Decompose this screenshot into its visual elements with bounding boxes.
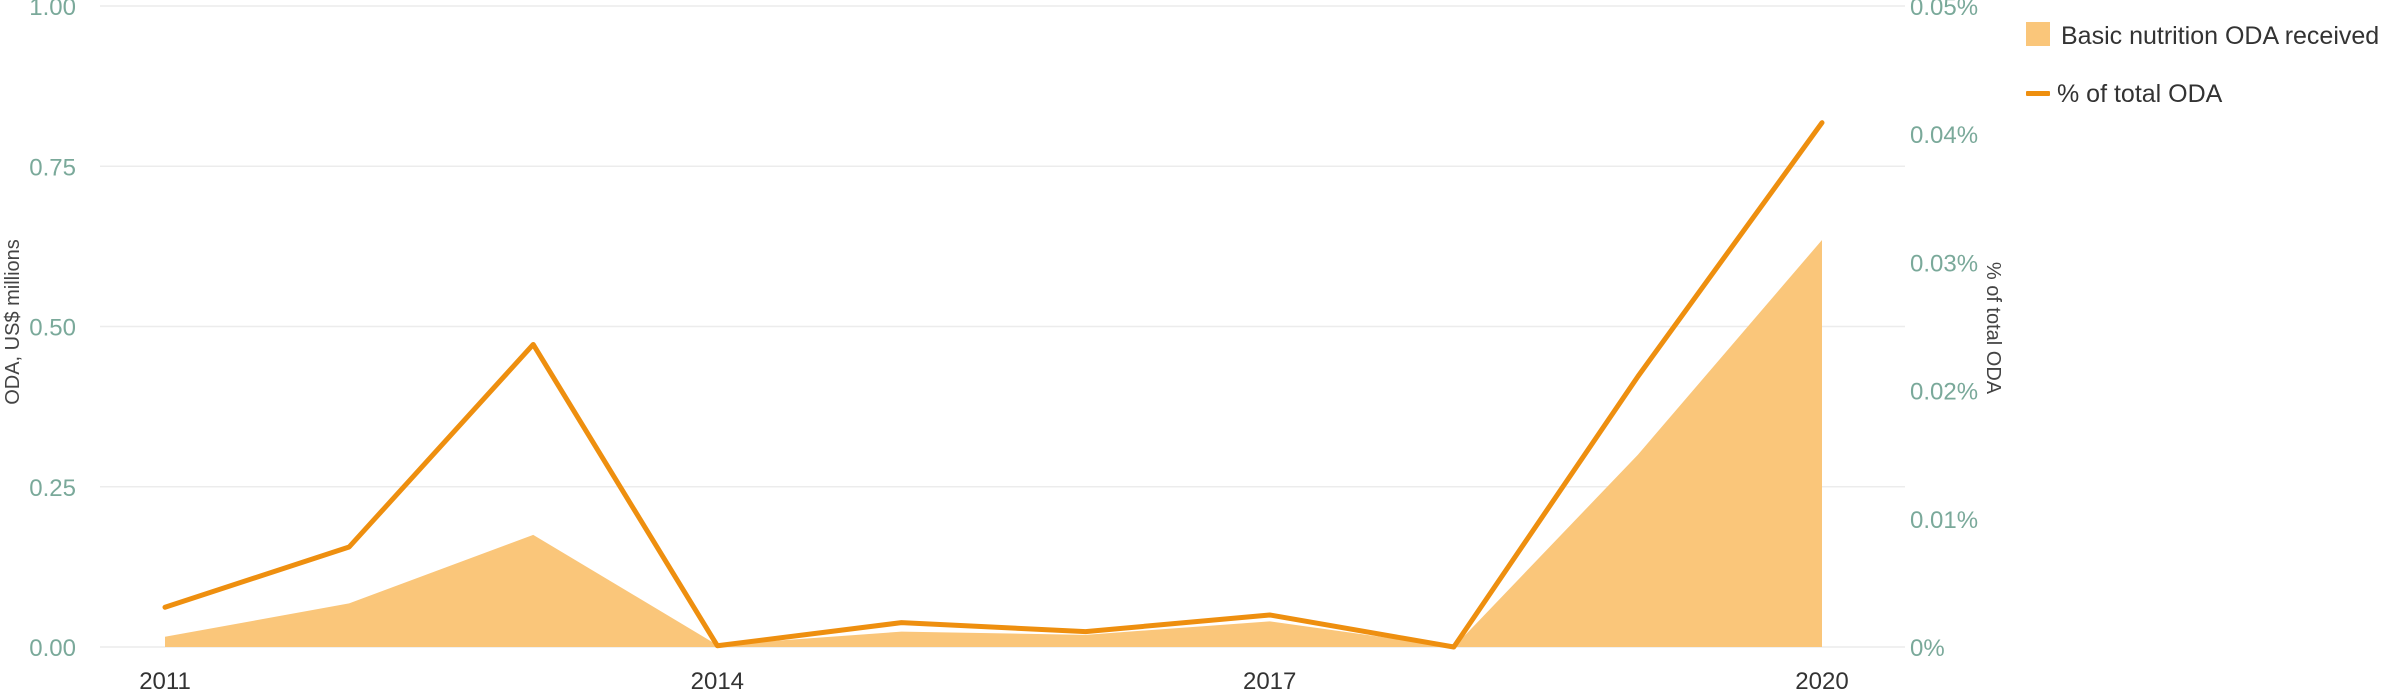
legend-item-line[interactable]: % of total ODA <box>2026 80 2223 108</box>
legend-swatch-line <box>2026 91 2050 96</box>
legend-item-area[interactable]: Basic nutrition ODA received <box>2026 22 2379 50</box>
legend-label-line: % of total ODA <box>2057 80 2223 108</box>
legend-swatch-area <box>2026 22 2050 46</box>
y-left-tick-label: 1.00 <box>29 0 76 21</box>
y-right-tick-label: 0.03% <box>1910 250 1978 277</box>
y-left-tick-label: 0.75 <box>29 154 76 181</box>
x-tick-label: 2020 <box>1795 668 1848 695</box>
y-axis-left: 0.00 0.25 0.50 0.75 1.00 <box>29 0 76 662</box>
x-tick-label: 2017 <box>1243 668 1296 695</box>
x-axis: 2011 2014 2017 2020 <box>139 668 1849 695</box>
x-tick-label: 2014 <box>691 668 744 695</box>
x-tick-label: 2011 <box>139 668 191 695</box>
y-right-tick-label: 0.01% <box>1910 507 1978 534</box>
series-area-layer <box>165 239 1822 647</box>
y-right-tick-label: 0.04% <box>1910 122 1978 149</box>
y-axis-left-title: ODA, US$ millions <box>2 239 24 405</box>
y-right-tick-label: 0.05% <box>1910 0 1978 21</box>
y-axis-right: 0% 0.01% 0.02% 0.03% 0.04% 0.05% <box>1910 0 1978 662</box>
y-right-tick-label: 0% <box>1910 635 1945 662</box>
y-left-tick-label: 0.00 <box>29 635 76 662</box>
series-line-layer <box>162 120 1825 650</box>
series-area-basic-nutrition[interactable] <box>165 239 1822 647</box>
series-line-pct-total-oda[interactable] <box>162 120 1825 650</box>
legend-label-area: Basic nutrition ODA received <box>2061 22 2379 50</box>
y-right-tick-label: 0.02% <box>1910 379 1978 406</box>
y-left-tick-label: 0.50 <box>29 315 76 342</box>
y-axis-right-title: % of total ODA <box>1982 262 2004 395</box>
y-left-tick-label: 0.25 <box>29 475 76 502</box>
legend: Basic nutrition ODA received % of total … <box>2026 22 2379 108</box>
